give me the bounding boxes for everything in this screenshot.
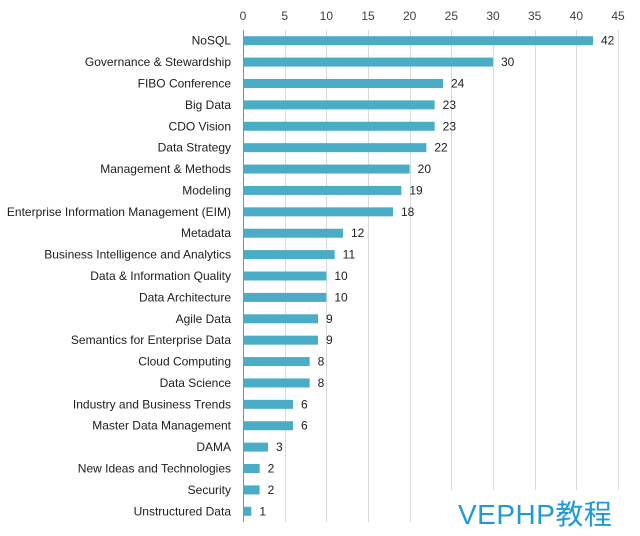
value-label-20: 2	[268, 462, 275, 476]
category-label-2: FIBO Conference	[138, 76, 232, 90]
category-label-12: Data Architecture	[139, 290, 231, 304]
bar-4	[244, 121, 435, 131]
value-label-15: 8	[318, 355, 325, 369]
category-label-10: Business Intelligence and Analytics	[44, 248, 231, 262]
x-tick-label-25: 25	[445, 9, 459, 23]
bar-19	[244, 442, 268, 452]
x-tick-label-5: 5	[281, 9, 288, 23]
category-label-17: Industry and Business Trends	[73, 397, 231, 411]
x-tick-label-20: 20	[403, 9, 417, 23]
category-label-8: Enterprise Information Management (EIM)	[7, 205, 231, 219]
bar-16	[244, 378, 310, 388]
bar-14	[244, 335, 318, 345]
value-label-2: 24	[451, 76, 465, 90]
bar-13	[244, 314, 318, 324]
value-label-5: 22	[434, 141, 448, 155]
category-label-9: Metadata	[181, 226, 231, 240]
bar-11	[244, 271, 327, 281]
value-label-14: 9	[326, 333, 333, 347]
x-tick-label-45: 45	[611, 9, 625, 23]
bar-9	[244, 228, 343, 238]
value-label-13: 9	[326, 312, 333, 326]
bar-2	[244, 78, 443, 88]
value-label-4: 23	[443, 119, 457, 133]
value-label-9: 12	[351, 226, 365, 240]
bar-17	[244, 399, 293, 409]
value-label-16: 8	[318, 376, 325, 390]
value-label-0: 42	[601, 34, 615, 48]
category-label-4: CDO Vision	[169, 119, 231, 133]
category-label-22: Unstructured Data	[134, 504, 232, 518]
bar-0	[244, 36, 593, 46]
bar-7	[244, 185, 402, 195]
value-label-17: 6	[301, 397, 308, 411]
value-label-3: 23	[443, 98, 457, 112]
value-label-7: 19	[409, 183, 423, 197]
bar-10	[244, 250, 335, 260]
x-tick-label-30: 30	[486, 9, 500, 23]
value-label-10: 11	[343, 248, 356, 262]
watermark-text: VEPHP教程	[458, 499, 613, 530]
value-label-18: 6	[301, 419, 308, 433]
value-label-22: 1	[259, 504, 266, 518]
value-label-6: 20	[418, 162, 432, 176]
bar-22	[244, 506, 252, 516]
category-label-13: Agile Data	[176, 312, 232, 326]
x-tick-label-10: 10	[320, 9, 334, 23]
value-label-1: 30	[501, 55, 515, 69]
category-label-18: Master Data Management	[92, 419, 231, 433]
category-label-5: Data Strategy	[158, 141, 231, 155]
category-label-20: New Ideas and Technologies	[78, 462, 231, 476]
value-label-8: 18	[401, 205, 415, 219]
bar-1	[244, 57, 493, 67]
category-label-21: Security	[188, 483, 231, 497]
bar-12	[244, 292, 327, 302]
bar-6	[244, 164, 410, 174]
value-label-12: 10	[334, 290, 348, 304]
category-label-14: Semantics for Enterprise Data	[71, 333, 231, 347]
value-label-21: 2	[268, 483, 275, 497]
category-label-19: DAMA	[196, 440, 231, 454]
x-tick-label-15: 15	[361, 9, 375, 23]
bar-8	[244, 207, 393, 217]
value-label-19: 3	[276, 440, 283, 454]
category-label-0: NoSQL	[192, 34, 232, 48]
bar-5	[244, 143, 427, 153]
watermark-logo: VEPHP教程	[430, 490, 640, 536]
x-tick-label-35: 35	[528, 9, 542, 23]
category-label-7: Modeling	[182, 183, 231, 197]
bar-18	[244, 421, 293, 431]
category-label-11: Data & Information Quality	[90, 269, 231, 283]
x-tick-label-40: 40	[570, 9, 584, 23]
bar-20	[244, 464, 260, 474]
bar-3	[244, 100, 435, 110]
x-tick-label-0: 0	[240, 9, 247, 23]
bar-21	[244, 485, 260, 495]
bar-15	[244, 357, 310, 367]
category-label-3: Big Data	[185, 98, 231, 112]
value-label-11: 10	[334, 269, 348, 283]
category-label-6: Management & Methods	[100, 162, 231, 176]
category-label-15: Cloud Computing	[138, 355, 231, 369]
category-label-16: Data Science	[160, 376, 232, 390]
category-label-1: Governance & Stewardship	[85, 55, 231, 69]
